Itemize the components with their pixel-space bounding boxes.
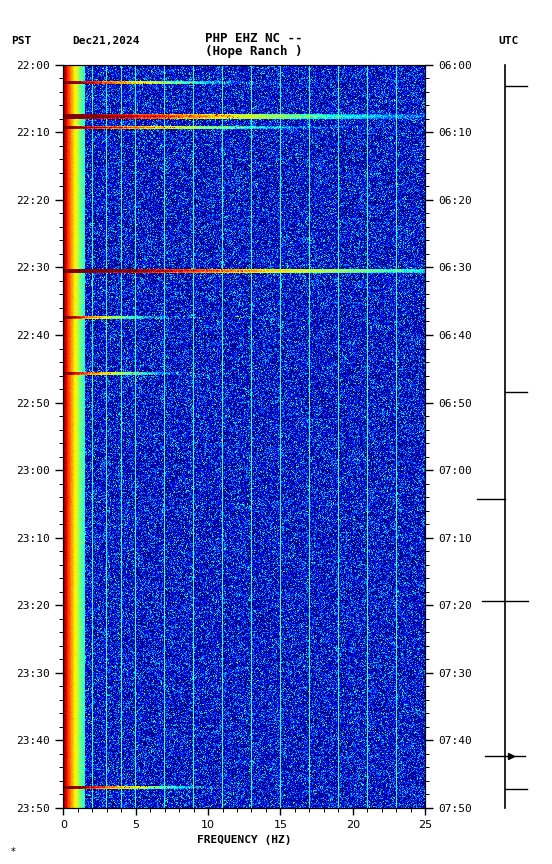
Text: PST: PST xyxy=(11,36,31,47)
Text: *: * xyxy=(11,848,16,857)
Text: PHP EHZ NC --: PHP EHZ NC -- xyxy=(205,32,302,45)
Text: Dec21,2024: Dec21,2024 xyxy=(72,36,139,47)
Text: UTC: UTC xyxy=(498,36,519,47)
X-axis label: FREQUENCY (HZ): FREQUENCY (HZ) xyxy=(197,835,291,845)
Text: (Hope Ranch ): (Hope Ranch ) xyxy=(205,45,302,58)
